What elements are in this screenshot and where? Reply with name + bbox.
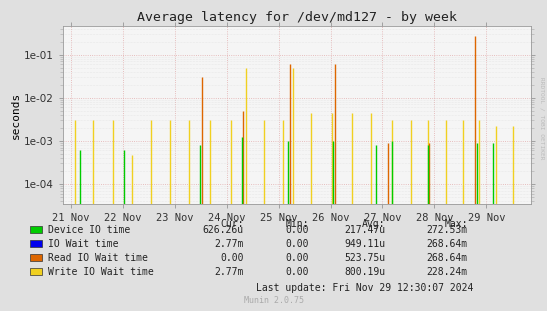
Title: Average latency for /dev/md127 - by week: Average latency for /dev/md127 - by week xyxy=(137,11,457,24)
Text: 272.53m: 272.53m xyxy=(427,225,468,235)
Text: 949.11u: 949.11u xyxy=(345,239,386,249)
Text: 2.77m: 2.77m xyxy=(214,267,243,277)
Text: Read IO Wait time: Read IO Wait time xyxy=(48,253,148,263)
Text: 268.64m: 268.64m xyxy=(427,253,468,263)
Text: 217.47u: 217.47u xyxy=(345,225,386,235)
Text: 268.64m: 268.64m xyxy=(427,239,468,249)
Text: 523.75u: 523.75u xyxy=(345,253,386,263)
Text: 0.00: 0.00 xyxy=(286,253,309,263)
Text: IO Wait time: IO Wait time xyxy=(48,239,118,249)
Text: 228.24m: 228.24m xyxy=(427,267,468,277)
Text: Munin 2.0.75: Munin 2.0.75 xyxy=(243,296,304,305)
Text: 2.77m: 2.77m xyxy=(214,239,243,249)
Text: 626.26u: 626.26u xyxy=(202,225,243,235)
Text: 800.19u: 800.19u xyxy=(345,267,386,277)
Text: Min:: Min: xyxy=(286,219,309,229)
Text: Write IO Wait time: Write IO Wait time xyxy=(48,267,153,277)
Text: Device IO time: Device IO time xyxy=(48,225,130,235)
Text: RRDTOOL / TOBI OETIKER: RRDTOOL / TOBI OETIKER xyxy=(539,77,544,160)
Y-axis label: seconds: seconds xyxy=(11,91,21,139)
Text: 0.00: 0.00 xyxy=(286,239,309,249)
Text: Max:: Max: xyxy=(444,219,468,229)
Text: 0.00: 0.00 xyxy=(220,253,243,263)
Text: Last update: Fri Nov 29 12:30:07 2024: Last update: Fri Nov 29 12:30:07 2024 xyxy=(256,283,473,293)
Text: Avg:: Avg: xyxy=(362,219,386,229)
Text: 0.00: 0.00 xyxy=(286,267,309,277)
Text: Cur:: Cur: xyxy=(220,219,243,229)
Text: 0.00: 0.00 xyxy=(286,225,309,235)
